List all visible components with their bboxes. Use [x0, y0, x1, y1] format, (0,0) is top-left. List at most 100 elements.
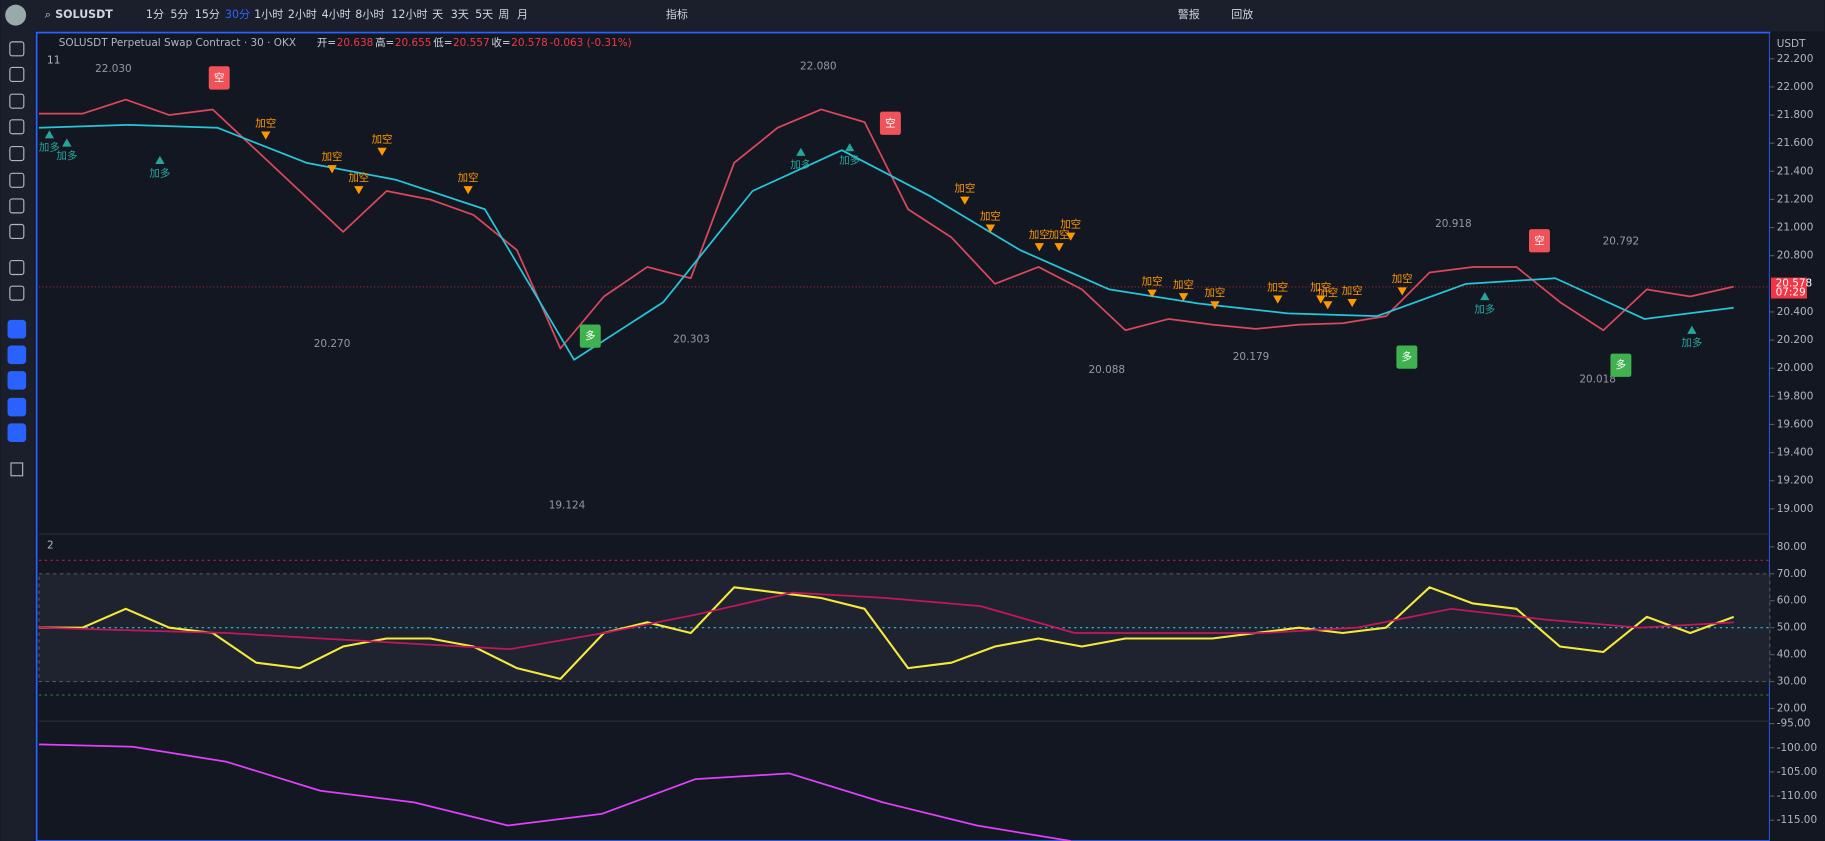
interval-button[interactable]: 3天	[451, 8, 469, 21]
interval-button[interactable]: 15分	[195, 8, 220, 21]
panel-label[interactable]: 11	[47, 54, 60, 66]
interval-button[interactable]: 1小时	[254, 8, 283, 21]
currency[interactable]: USDT	[1777, 38, 1806, 50]
tool-icon[interactable]	[9, 259, 25, 276]
series-line	[38, 743, 1071, 841]
indicators-button[interactable]: 指标	[666, 7, 688, 21]
y-tick-label: 20.000	[1777, 362, 1814, 374]
trash-icon[interactable]	[10, 462, 24, 477]
short-marker	[1347, 298, 1357, 308]
ohlc-value: 20.638	[337, 37, 374, 49]
interval-button[interactable]: 12小时	[391, 8, 427, 21]
sell-label: 空	[214, 71, 224, 84]
interval-button[interactable]: 30分	[225, 8, 250, 21]
buy-label: 多	[1402, 350, 1412, 363]
y-tick-label: 19.000	[1777, 503, 1814, 515]
y-tick-label: 60.00	[1777, 595, 1807, 607]
price-annotation: 20.018	[1579, 374, 1616, 386]
buy-signal	[1610, 353, 1632, 377]
tool-icon[interactable]	[9, 145, 25, 162]
long-label: 加多	[839, 154, 860, 167]
tool-icon[interactable]	[9, 66, 25, 83]
symbol[interactable]: SOLUSDT	[55, 8, 113, 21]
tool-icon[interactable]	[9, 172, 25, 188]
ohlc-value: 20.557	[453, 37, 490, 49]
top-toolbar	[0, 0, 1825, 32]
buy-signal	[579, 324, 601, 348]
search-icon[interactable]: ⌕	[45, 8, 51, 21]
ohlc-value: 20.655	[395, 37, 432, 49]
y-tick-label: 20.200	[1777, 334, 1814, 346]
y-tick-label: -100.00	[1777, 742, 1817, 754]
tool-toggle[interactable]	[7, 397, 27, 417]
price-annotation: 20.270	[314, 338, 351, 350]
tool-toggle[interactable]	[7, 371, 27, 390]
short-label: 加空	[322, 150, 343, 163]
short-marker	[1147, 289, 1157, 298]
price-annotation: 20.792	[1603, 236, 1640, 248]
replay-button[interactable]: 回放	[1231, 7, 1253, 21]
long-marker	[796, 147, 806, 156]
interval-button[interactable]: 天	[432, 8, 443, 21]
tool-icon[interactable]	[9, 285, 25, 301]
short-label: 加空	[1204, 286, 1225, 299]
short-label: 加空	[1142, 274, 1163, 287]
y-tick-label: 21.400	[1777, 165, 1814, 177]
countdown: 07:29	[1776, 287, 1806, 299]
y-tick-label: 21.000	[1777, 222, 1814, 234]
y-tick-label: 22.200	[1777, 53, 1814, 65]
buy-label: 多	[585, 329, 595, 342]
y-tick-label: 30.00	[1777, 676, 1807, 688]
tool-icon[interactable]	[9, 223, 25, 240]
interval-button[interactable]: 周	[498, 8, 509, 21]
short-marker	[1034, 243, 1044, 252]
interval-button[interactable]: 月	[517, 8, 528, 21]
short-label: 加空	[458, 171, 479, 184]
y-tick-label: 21.600	[1777, 137, 1814, 149]
ohlc-label: 高=	[375, 36, 394, 49]
y-tick-label: 22.000	[1777, 81, 1814, 93]
ohlc-label: 收=	[491, 36, 510, 49]
drawing-tools	[7, 41, 27, 477]
y-tick-label: 19.400	[1777, 447, 1814, 459]
short-marker	[1273, 295, 1283, 304]
price-annotation: 22.030	[95, 63, 132, 75]
interval-button[interactable]: 5分	[170, 8, 188, 21]
short-marker	[1316, 295, 1326, 304]
interval-button[interactable]: 4小时	[322, 8, 351, 21]
tool-toggle[interactable]	[7, 319, 27, 339]
alert-button[interactable]: 警报	[1178, 7, 1200, 21]
y-tick-label: 21.200	[1777, 193, 1814, 205]
short-marker	[1210, 301, 1220, 310]
y-tick-label: 19.200	[1777, 475, 1814, 487]
price-annotation: 20.303	[673, 334, 710, 346]
interval-button[interactable]: 8小时	[355, 8, 384, 21]
long-marker	[1480, 291, 1490, 301]
tool-toggle[interactable]	[7, 345, 27, 365]
y-tick-label: 40.00	[1777, 649, 1807, 661]
price-annotation: 20.088	[1088, 364, 1125, 376]
series-line	[38, 591, 1734, 651]
tool-icon[interactable]	[9, 119, 25, 135]
tool-toggle[interactable]	[7, 423, 27, 443]
interval-button[interactable]: 1分	[146, 8, 164, 21]
short-marker	[1054, 243, 1064, 252]
interval-button[interactable]: 2小时	[288, 8, 317, 21]
tool-icon[interactable]	[9, 93, 25, 109]
ohlc-label: 开=	[317, 37, 336, 49]
short-label: 加空	[372, 133, 393, 146]
short-marker	[1323, 301, 1333, 310]
short-label: 加空	[255, 116, 276, 129]
tool-icon[interactable]	[9, 198, 25, 214]
short-marker	[1397, 287, 1407, 296]
long-label: 加多	[1681, 336, 1702, 349]
short-label: 加空	[1392, 272, 1413, 285]
short-label: 加空	[1342, 284, 1363, 297]
interval-button[interactable]: 5天	[475, 8, 493, 21]
long-label: 加多	[56, 149, 77, 162]
tool-icon[interactable]	[9, 41, 25, 57]
panel-label[interactable]: 2	[47, 540, 54, 552]
avatar[interactable]	[5, 4, 27, 26]
